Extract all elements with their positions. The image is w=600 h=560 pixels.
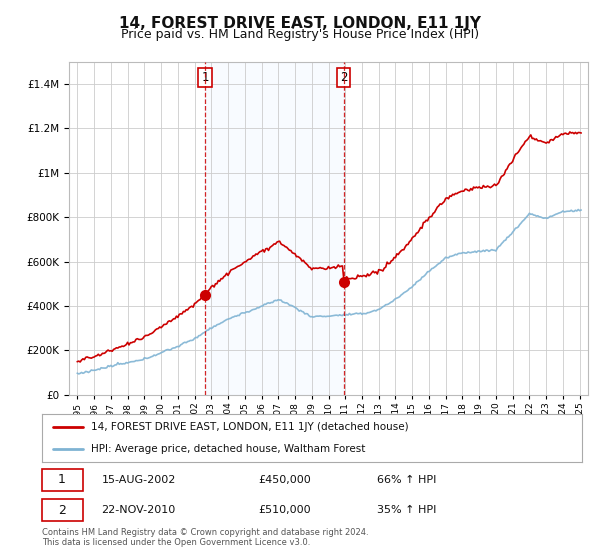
Text: 14, FOREST DRIVE EAST, LONDON, E11 1JY (detached house): 14, FOREST DRIVE EAST, LONDON, E11 1JY (… [91, 422, 408, 432]
Text: 2: 2 [58, 503, 66, 517]
Text: £450,000: £450,000 [258, 475, 311, 485]
Bar [205, 62, 344, 395]
Text: 1: 1 [201, 71, 209, 83]
Text: 66% ↑ HPI: 66% ↑ HPI [377, 475, 436, 485]
Text: £510,000: £510,000 [258, 505, 311, 515]
Text: HPI: Average price, detached house, Waltham Forest: HPI: Average price, detached house, Walt… [91, 444, 365, 454]
Text: 2: 2 [340, 71, 347, 83]
FancyBboxPatch shape [42, 500, 83, 521]
Text: 35% ↑ HPI: 35% ↑ HPI [377, 505, 436, 515]
Text: 15-AUG-2002: 15-AUG-2002 [101, 475, 176, 485]
Text: 14, FOREST DRIVE EAST, LONDON, E11 1JY: 14, FOREST DRIVE EAST, LONDON, E11 1JY [119, 16, 481, 31]
FancyBboxPatch shape [42, 469, 83, 491]
Text: Contains HM Land Registry data © Crown copyright and database right 2024.
This d: Contains HM Land Registry data © Crown c… [42, 528, 368, 547]
Text: 1: 1 [58, 473, 66, 487]
Text: Price paid vs. HM Land Registry's House Price Index (HPI): Price paid vs. HM Land Registry's House … [121, 28, 479, 41]
Text: 22-NOV-2010: 22-NOV-2010 [101, 505, 176, 515]
